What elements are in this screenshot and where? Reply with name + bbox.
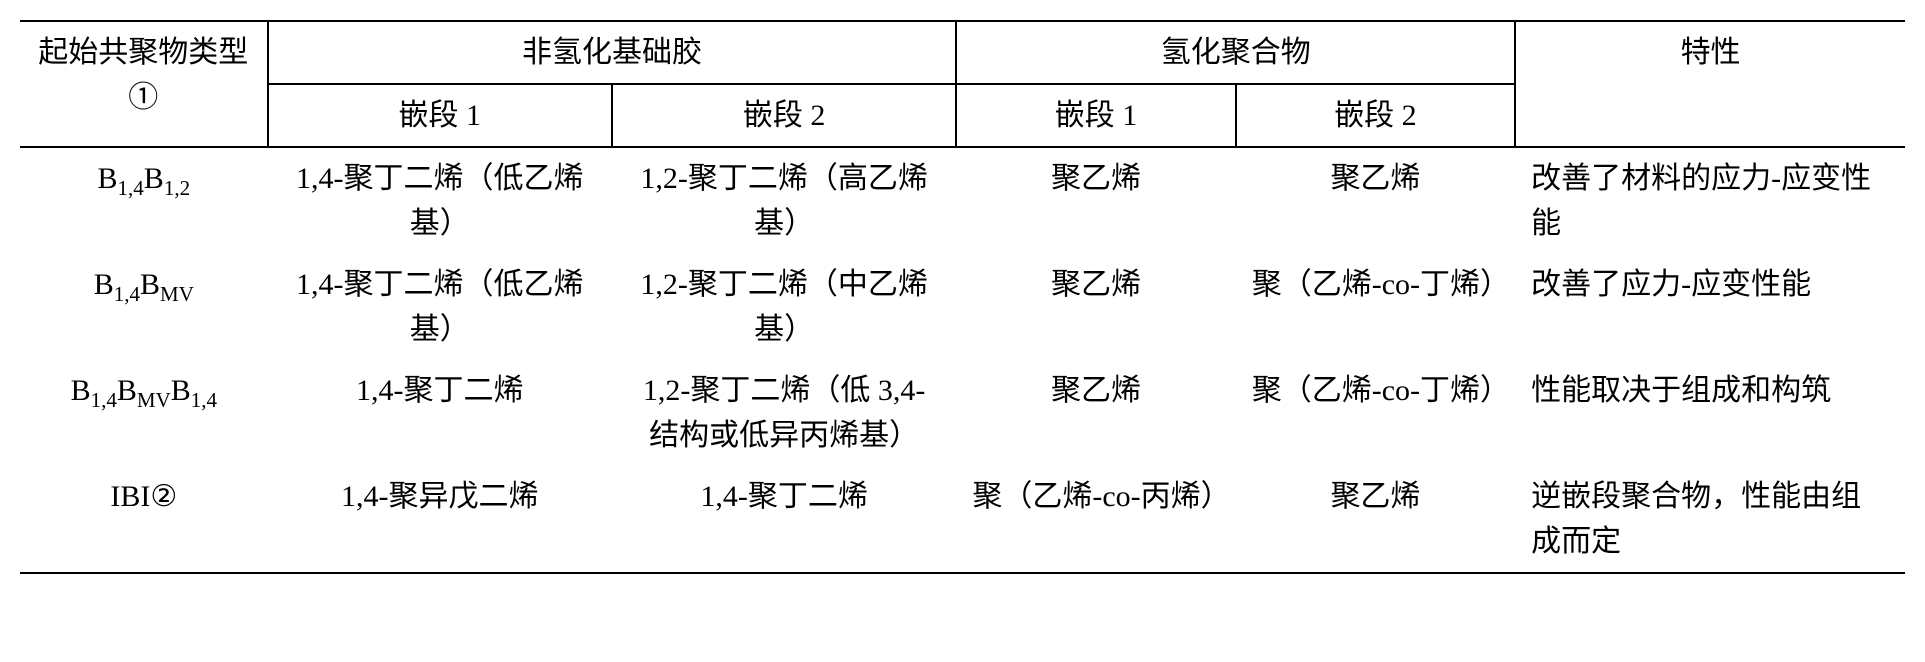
cell-type: B1,4B1,2 (20, 147, 268, 254)
cell-prop: 改善了材料的应力-应变性能 (1515, 147, 1905, 254)
cell-prop: 逆嵌段聚合物，性能由组成而定 (1515, 466, 1905, 573)
table-row: B1,4BMV 1,4-聚丁二烯（低乙烯基） 1,2-聚丁二烯（中乙烯基） 聚乙… (20, 254, 1905, 360)
cell-h-b1: 聚（乙烯-co-丙烯） (956, 466, 1235, 573)
cell-type: B1,4BMVB1,4 (20, 360, 268, 466)
header-properties: 特性 (1515, 21, 1905, 147)
table-row: IBI② 1,4-聚异戊二烯 1,4-聚丁二烯 聚（乙烯-co-丙烯） 聚乙烯 … (20, 466, 1905, 573)
cell-type: IBI② (20, 466, 268, 573)
cell-nh-b2: 1,4-聚丁二烯 (612, 466, 956, 573)
header-h-block2: 嵌段 2 (1236, 84, 1515, 147)
cell-nh-b2: 1,2-聚丁二烯（高乙烯基） (612, 147, 956, 254)
header-nh-block2: 嵌段 2 (612, 84, 956, 147)
header-non-hydro: 非氢化基础胶 (268, 21, 957, 84)
cell-h-b2: 聚（乙烯-co-丁烯） (1236, 360, 1515, 466)
cell-nh-b1: 1,4-聚丁二烯（低乙烯基） (268, 254, 612, 360)
table-row: B1,4BMVB1,4 1,4-聚丁二烯 1,2-聚丁二烯（低 3,4-结构或低… (20, 360, 1905, 466)
cell-h-b2: 聚乙烯 (1236, 466, 1515, 573)
cell-prop: 改善了应力-应变性能 (1515, 254, 1905, 360)
header-h-block1: 嵌段 1 (956, 84, 1235, 147)
header-nh-block1: 嵌段 1 (268, 84, 612, 147)
header-hydro: 氢化聚合物 (956, 21, 1515, 84)
cell-h-b1: 聚乙烯 (956, 254, 1235, 360)
cell-prop: 性能取决于组成和构筑 (1515, 360, 1905, 466)
cell-h-b1: 聚乙烯 (956, 360, 1235, 466)
table-row: B1,4B1,2 1,4-聚丁二烯（低乙烯基） 1,2-聚丁二烯（高乙烯基） 聚… (20, 147, 1905, 254)
cell-nh-b1: 1,4-聚丁二烯 (268, 360, 612, 466)
header-copolymer-type: 起始共聚物类型① (20, 21, 268, 147)
cell-nh-b2: 1,2-聚丁二烯（低 3,4-结构或低异丙烯基） (612, 360, 956, 466)
cell-nh-b2: 1,2-聚丁二烯（中乙烯基） (612, 254, 956, 360)
cell-h-b2: 聚（乙烯-co-丁烯） (1236, 254, 1515, 360)
cell-nh-b1: 1,4-聚丁二烯（低乙烯基） (268, 147, 612, 254)
cell-h-b2: 聚乙烯 (1236, 147, 1515, 254)
polymer-table: 起始共聚物类型① 非氢化基础胶 氢化聚合物 特性 嵌段 1 嵌段 2 嵌段 1 … (20, 20, 1905, 574)
cell-nh-b1: 1,4-聚异戊二烯 (268, 466, 612, 573)
cell-type: B1,4BMV (20, 254, 268, 360)
header-row-1: 起始共聚物类型① 非氢化基础胶 氢化聚合物 特性 (20, 21, 1905, 84)
cell-h-b1: 聚乙烯 (956, 147, 1235, 254)
